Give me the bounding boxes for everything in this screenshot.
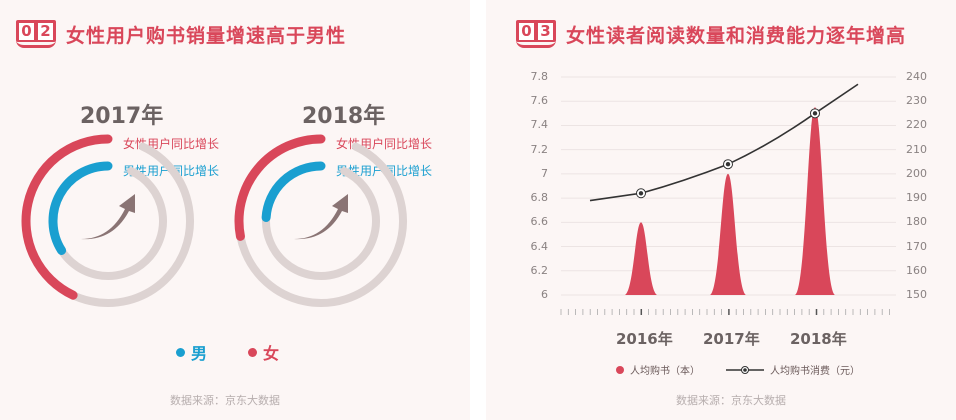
panel-gender-growth: 0 2 女性用户购书销量增速高于男性 2017年 2018年 女性用户同比增长 … [0, 0, 470, 420]
left-axis-tick: 7.4 [530, 118, 549, 132]
legend-spending-label: 人均购书消费（元） [770, 366, 860, 377]
left-axis-tick: 7.2 [530, 142, 549, 156]
growth-arrow-icon [294, 194, 348, 240]
donut-year-2017: 2017年 [80, 104, 164, 129]
left-axis-tick: 6.8 [530, 191, 549, 205]
right-axis-tick: 200 [906, 166, 927, 180]
red-dot-icon [248, 347, 257, 357]
left-axis-tick: 6.2 [530, 263, 549, 277]
red-dot-icon [616, 365, 624, 374]
blue-dot-icon [176, 347, 185, 357]
right-axis-tick: 180 [906, 215, 927, 229]
data-source: 数据来源：京东大数据 [676, 394, 786, 407]
growth-arrow-icon [81, 194, 135, 240]
x-axis-year-label: 2018年 [790, 330, 847, 348]
right-axis-tick: 150 [906, 288, 927, 301]
female-growth-arc [21, 134, 113, 300]
male-growth-arc [261, 161, 326, 223]
section-number-digit: 0 [519, 23, 534, 40]
books-peak [795, 107, 835, 296]
section-number-digit: 3 [538, 23, 553, 40]
spending-point-center [638, 191, 644, 196]
left-axis-tick: 6.4 [530, 239, 549, 253]
right-axis-tick: 190 [906, 191, 927, 205]
right-axis-tick: 210 [906, 142, 927, 156]
section-title-text: 女性读者阅读数量和消费能力逐年增高 [566, 24, 907, 47]
spending-point-center [812, 111, 818, 116]
books-peak [625, 222, 657, 295]
left-axis-tick: 7.8 [530, 70, 549, 83]
donut-charts [21, 134, 407, 307]
left-axis-tick: 7.6 [530, 94, 549, 108]
book-number-icon: 0 2 [16, 20, 56, 48]
section-title-text: 女性用户购书销量增速高于男性 [66, 24, 347, 47]
left-axis-tick: 6 [541, 288, 548, 301]
legend-male-label: 男 [191, 344, 208, 363]
donut-year-2018: 2018年 [302, 104, 386, 129]
section-number-digit: 2 [38, 23, 53, 40]
male-growth-arc [48, 161, 113, 255]
right-axis-tick: 170 [906, 239, 927, 253]
right-axis-tick: 230 [906, 94, 927, 108]
spending-point-center [725, 162, 731, 167]
right-axis-tick: 220 [906, 118, 927, 132]
right-axis-tick: 160 [906, 263, 927, 277]
x-axis-year-label: 2017年 [703, 330, 760, 348]
panel-reading-growth: 0 3 女性读者阅读数量和消费能力逐年增高 6 6.2 6.4 6.6 6.8 7 7.2 7… [486, 0, 956, 420]
legend-books-label: 人均购书（本） [630, 366, 700, 377]
right-axis-tick: 240 [906, 70, 927, 83]
data-source: 数据来源：京东大数据 [170, 394, 280, 407]
legend-books: 人均购书（本） [616, 362, 700, 377]
left-axis-tick: 6.6 [530, 215, 549, 229]
legend-female: 女 [248, 340, 279, 364]
combo-chart [560, 76, 896, 315]
legend-female-label: 女 [263, 344, 280, 363]
books-peak [710, 173, 746, 295]
book-number-icon: 0 3 [516, 20, 556, 48]
female-growth-arc [234, 134, 326, 241]
legend-male: 男 [176, 340, 207, 364]
section-number-digit: 0 [19, 23, 34, 40]
section-title: 0 3 女性读者阅读数量和消费能力逐年增高 [516, 20, 906, 48]
line-marker-icon [726, 365, 764, 374]
legend-spending: 人均购书消费（元） [726, 362, 860, 377]
left-axis-tick: 7 [541, 166, 548, 180]
x-axis-year-label: 2016年 [616, 330, 673, 348]
section-title: 0 2 女性用户购书销量增速高于男性 [16, 20, 346, 48]
